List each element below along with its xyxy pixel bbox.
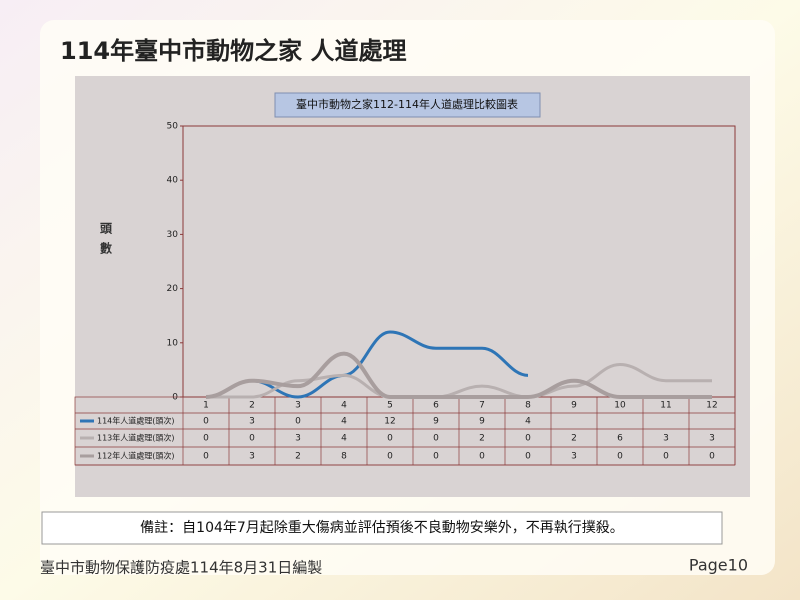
table-value: 2 [571, 434, 577, 444]
note-box [41, 511, 723, 545]
legend-label: 113年人道處理(頭次) [97, 433, 175, 443]
table-value: 0 [249, 434, 255, 444]
table-value: 0 [203, 452, 209, 462]
x-tick-label: 3 [295, 401, 301, 411]
x-tick-label: 4 [341, 401, 347, 411]
table-value: 0 [663, 452, 669, 462]
slide-title: 114年臺中市動物之家 人道處理 [60, 37, 406, 65]
y-tick-label: 50 [167, 122, 179, 132]
table-value: 0 [433, 434, 439, 444]
table-value: 0 [387, 452, 393, 462]
x-tick-label: 1 [203, 401, 209, 411]
table-value: 0 [433, 452, 439, 462]
page-number: Page10 [689, 556, 748, 575]
x-tick-label: 7 [479, 401, 485, 411]
table-value: 0 [525, 452, 531, 462]
chart-title: 臺中市動物之家112-114年人道處理比較圖表 [296, 97, 518, 111]
table-value: 4 [341, 434, 347, 444]
table-value: 0 [617, 452, 623, 462]
table-value: 3 [709, 434, 715, 444]
table-value: 3 [295, 434, 301, 444]
y-axis-label: 頭數 [99, 222, 113, 262]
table-value: 0 [709, 452, 715, 462]
x-tick-label: 8 [525, 401, 531, 411]
table-value: 3 [663, 434, 669, 444]
table-value: 0 [387, 434, 393, 444]
y-tick-label: 20 [167, 284, 179, 294]
table-value: 4 [525, 417, 531, 427]
table-value: 9 [479, 417, 485, 427]
table-value: 0 [295, 417, 301, 427]
note: 備註：自104年7月起除重大傷病並評估預後不良動物安樂外，不再執行撲殺。 [140, 519, 624, 536]
legend-label: 112年人道處理(頭次) [97, 451, 175, 461]
table-value: 0 [525, 434, 531, 444]
series-line [206, 362, 712, 399]
table-value: 9 [433, 417, 439, 427]
table-value: 3 [571, 452, 577, 462]
table-value: 2 [295, 452, 301, 462]
table-value: 3 [249, 452, 255, 462]
footer-source: 臺中市動物保護防疫處114年8月31日編製 [40, 559, 322, 577]
table-value: 2 [479, 434, 485, 444]
y-tick-label: 30 [167, 230, 179, 240]
series-line [205, 351, 712, 399]
table-value: 12 [384, 417, 395, 427]
table-value: 0 [479, 452, 485, 462]
legend-label: 114年人道處理(頭次) [97, 416, 175, 426]
y-tick-label: 40 [167, 176, 179, 186]
chart-title-box [274, 92, 541, 118]
x-tick-label: 10 [614, 401, 626, 411]
table-value: 0 [203, 417, 209, 427]
table-value: 0 [203, 434, 209, 444]
x-tick-label: 2 [249, 401, 255, 411]
table-value: 8 [341, 452, 347, 462]
table-value: 3 [249, 417, 255, 427]
x-tick-label: 5 [387, 401, 393, 411]
y-tick-label: 10 [167, 338, 179, 348]
chart-panel [75, 76, 750, 497]
x-tick-label: 12 [706, 401, 717, 411]
x-tick-label: 9 [571, 401, 577, 411]
x-tick-label: 6 [433, 401, 439, 411]
table-value: 6 [617, 434, 623, 444]
y-tick-label: 0 [172, 393, 178, 403]
table-value: 4 [341, 417, 347, 427]
x-tick-label: 11 [660, 401, 671, 411]
